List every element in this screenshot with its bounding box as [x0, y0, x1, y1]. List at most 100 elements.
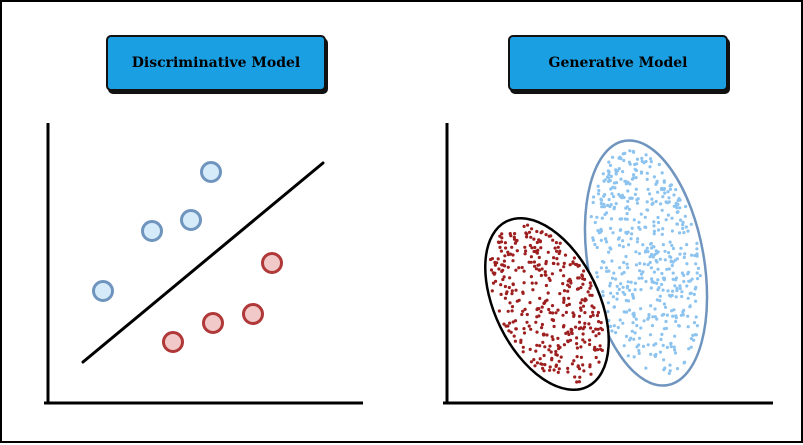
blue-distribution-dot: [676, 210, 680, 214]
blue-distribution-dot: [653, 353, 657, 358]
blue-distribution-dot: [694, 315, 698, 319]
red-distribution-dot: [581, 277, 585, 281]
blue-distribution-dot: [655, 179, 659, 183]
red-distribution-dot: [511, 282, 515, 287]
blue-distribution-dot: [690, 277, 694, 281]
red-distribution-dot: [529, 260, 533, 264]
blue-distribution-dot: [634, 168, 639, 173]
red-distribution-dot: [541, 366, 545, 370]
red-distribution-dot: [583, 340, 587, 344]
blue-distribution-dot: [621, 321, 625, 325]
blue-distribution-dot: [607, 198, 611, 202]
blue-distribution-dot: [667, 267, 671, 271]
red-distribution-dot: [562, 343, 567, 347]
blue-distribution-dot: [667, 371, 671, 375]
red-distribution-dot: [510, 292, 514, 296]
blue-distribution-dot: [648, 260, 652, 265]
red-distribution-dot: [584, 298, 588, 302]
blue-distribution-dot: [670, 229, 675, 233]
red-distribution-dot: [503, 284, 507, 289]
blue-distribution-dot: [609, 217, 614, 221]
blue-distribution-dot: [662, 179, 666, 183]
blue-distribution-dot: [605, 240, 609, 244]
red-distribution-dot: [554, 241, 559, 245]
blue-distribution-dot: [668, 363, 672, 367]
red-distribution-dot: [533, 364, 537, 368]
blue-distribution-dot: [641, 243, 645, 247]
discriminative-title: Discriminative Model: [106, 35, 326, 91]
blue-distribution-dot: [648, 255, 652, 259]
blue-distribution-dot: [681, 226, 685, 230]
red-distribution-dot: [515, 249, 519, 253]
blue-distribution-dot: [672, 193, 676, 197]
blue-distribution-dot: [649, 352, 653, 356]
blue-distribution-dot: [639, 307, 643, 311]
red-distribution-dot: [562, 261, 566, 265]
blue-distribution-dot: [652, 224, 656, 228]
blue-distribution-dot: [695, 254, 699, 258]
blue-distribution-dot: [608, 246, 612, 250]
blue-distribution-dot: [621, 152, 625, 156]
red-distribution-dot: [502, 259, 506, 263]
blue-distribution-dot: [656, 288, 660, 292]
red-distribution-dot: [532, 249, 536, 254]
blue-distribution-dot: [670, 263, 674, 268]
red-distribution-dot: [503, 296, 507, 300]
blue-distribution-dot: [695, 277, 700, 281]
blue-distribution-dot: [635, 201, 640, 205]
blue-distribution-dot: [620, 193, 625, 197]
red-distribution-dot: [559, 355, 563, 359]
blue-distribution-dot: [608, 281, 613, 285]
blue-distribution-dot: [669, 260, 673, 264]
red-distribution-dot: [552, 324, 556, 329]
red-distribution-dot: [571, 261, 575, 265]
red-distribution-dot: [562, 300, 566, 304]
red-distribution-dot: [521, 290, 525, 294]
blue-distribution-dot: [645, 208, 649, 212]
blue-distribution-dot: [632, 313, 636, 317]
red-distribution-dot: [554, 311, 558, 315]
red-distribution-dot: [580, 298, 584, 302]
red-distribution-dot: [552, 368, 556, 372]
red-distribution-dot: [535, 343, 539, 347]
blue-distribution-dot: [636, 237, 640, 241]
red-distribution-dot: [558, 249, 562, 253]
red-distribution-dot: [557, 367, 561, 371]
blue-distribution-dot: [644, 159, 648, 164]
blue-distribution-dot: [632, 337, 636, 341]
blue-distribution-dot: [628, 338, 632, 342]
blue-distribution-dot: [622, 158, 626, 163]
blue-distribution-dot: [597, 188, 601, 193]
blue-distribution-dot: [643, 215, 647, 219]
red-distribution-dot: [575, 336, 579, 340]
blue-distribution-dot: [645, 246, 649, 250]
red-distribution-dot: [566, 283, 570, 287]
red-distribution-dot: [551, 238, 555, 242]
red-distribution-dot: [535, 361, 540, 365]
blue-distribution-dot: [660, 208, 664, 212]
blue-distribution-dot: [641, 270, 645, 274]
blue-sample-point: [180, 209, 202, 231]
blue-distribution-dot: [686, 270, 691, 274]
red-distribution-dot: [570, 362, 575, 366]
red-distribution-dot: [530, 227, 534, 231]
red-distribution-dot: [545, 298, 549, 302]
blue-distribution-dot: [640, 276, 644, 280]
red-distribution-dot: [529, 255, 534, 259]
blue-distribution-dot: [661, 288, 665, 292]
blue-distribution-dot: [648, 165, 652, 169]
blue-distribution-dot: [603, 178, 607, 182]
blue-distribution-dot: [618, 266, 622, 270]
blue-distribution-dot: [674, 276, 679, 280]
red-distribution-dot: [512, 235, 516, 239]
blue-distribution-dot: [689, 253, 694, 257]
blue-distribution-dot: [610, 192, 614, 196]
blue-distribution-dot: [642, 262, 647, 266]
red-distribution-dot: [540, 362, 544, 366]
red-distribution-dot: [577, 320, 582, 324]
red-distribution-dot: [514, 327, 518, 331]
red-distribution-dot: [554, 352, 558, 356]
red-distribution-dot: [596, 327, 600, 331]
blue-distribution-dot: [634, 187, 638, 191]
blue-distribution-dot: [646, 343, 650, 347]
